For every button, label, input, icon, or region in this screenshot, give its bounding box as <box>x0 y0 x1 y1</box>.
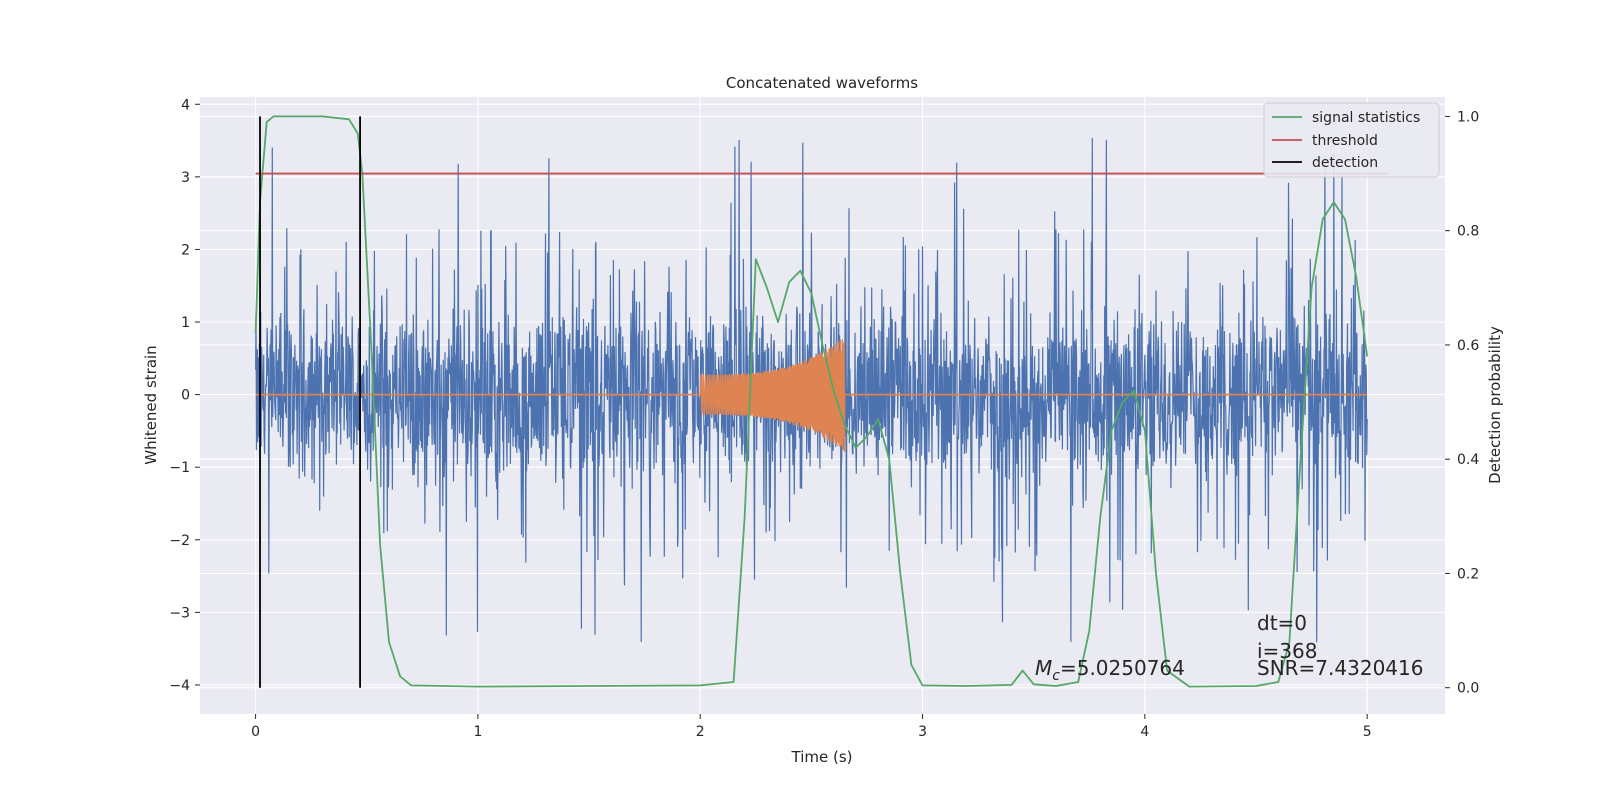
y-tick-label: −3 <box>169 605 190 621</box>
y2-tick-label: 0.8 <box>1457 224 1479 240</box>
annotation-dt: dt=0 <box>1257 611 1307 635</box>
strain-series-line <box>255 137 1368 643</box>
y-tick-label: 4 <box>181 97 190 113</box>
legend-label-threshold: threshold <box>1312 133 1378 149</box>
y-tick-label: −2 <box>169 533 190 549</box>
y2-tick-label: 1.0 <box>1457 109 1479 125</box>
annotation-i: i=368 <box>1257 639 1318 663</box>
legend: signal statistics threshold detection <box>1263 102 1440 178</box>
y2-tick-label: 0.2 <box>1457 566 1479 582</box>
y-tick-label: 0 <box>181 388 190 404</box>
y2-tick-label: 0.6 <box>1457 338 1479 354</box>
legend-box <box>1263 102 1440 178</box>
y2-axis-label: Detection probability <box>1486 326 1504 484</box>
x-axis-label: Time (s) <box>791 748 853 766</box>
y-tick-label: 2 <box>181 242 190 258</box>
y-tick-label: 1 <box>181 315 190 331</box>
y-tick-label: −4 <box>169 678 190 694</box>
y-axis-label: Whitened strain <box>142 345 160 464</box>
y2-tick-label: 0.0 <box>1457 681 1479 697</box>
x-tick-label: 1 <box>473 724 482 740</box>
signal-statistics-line <box>254 115 1369 688</box>
x-tick-label: 2 <box>696 724 705 740</box>
x-tick-label: 4 <box>1140 724 1149 740</box>
data-layer <box>254 115 1390 688</box>
annotation-mc: Mc=5.0250764 <box>1035 656 1185 684</box>
x-tick-label: 0 <box>251 724 260 740</box>
annotation-snr: SNR=7.4320416 <box>1257 656 1423 680</box>
template-chirp-line <box>699 338 846 453</box>
y-tick-label: 3 <box>181 170 190 186</box>
chart-title: Concatenated waveforms <box>726 74 918 92</box>
legend-label-detection: detection <box>1312 155 1378 171</box>
x-tick-label: 5 <box>1363 724 1372 740</box>
legend-label-signal-statistics: signal statistics <box>1312 110 1420 126</box>
y2-tick-label: 0.4 <box>1457 452 1479 468</box>
tick-labels: 0 1 2 3 4 5 −4 −3 −2 −1 0 1 2 3 4 0.0 0.2 0.4 0.6 0.8 1.0 <box>169 97 1479 740</box>
x-tick-label: 3 <box>918 724 927 740</box>
y-tick-label: −1 <box>169 460 190 476</box>
